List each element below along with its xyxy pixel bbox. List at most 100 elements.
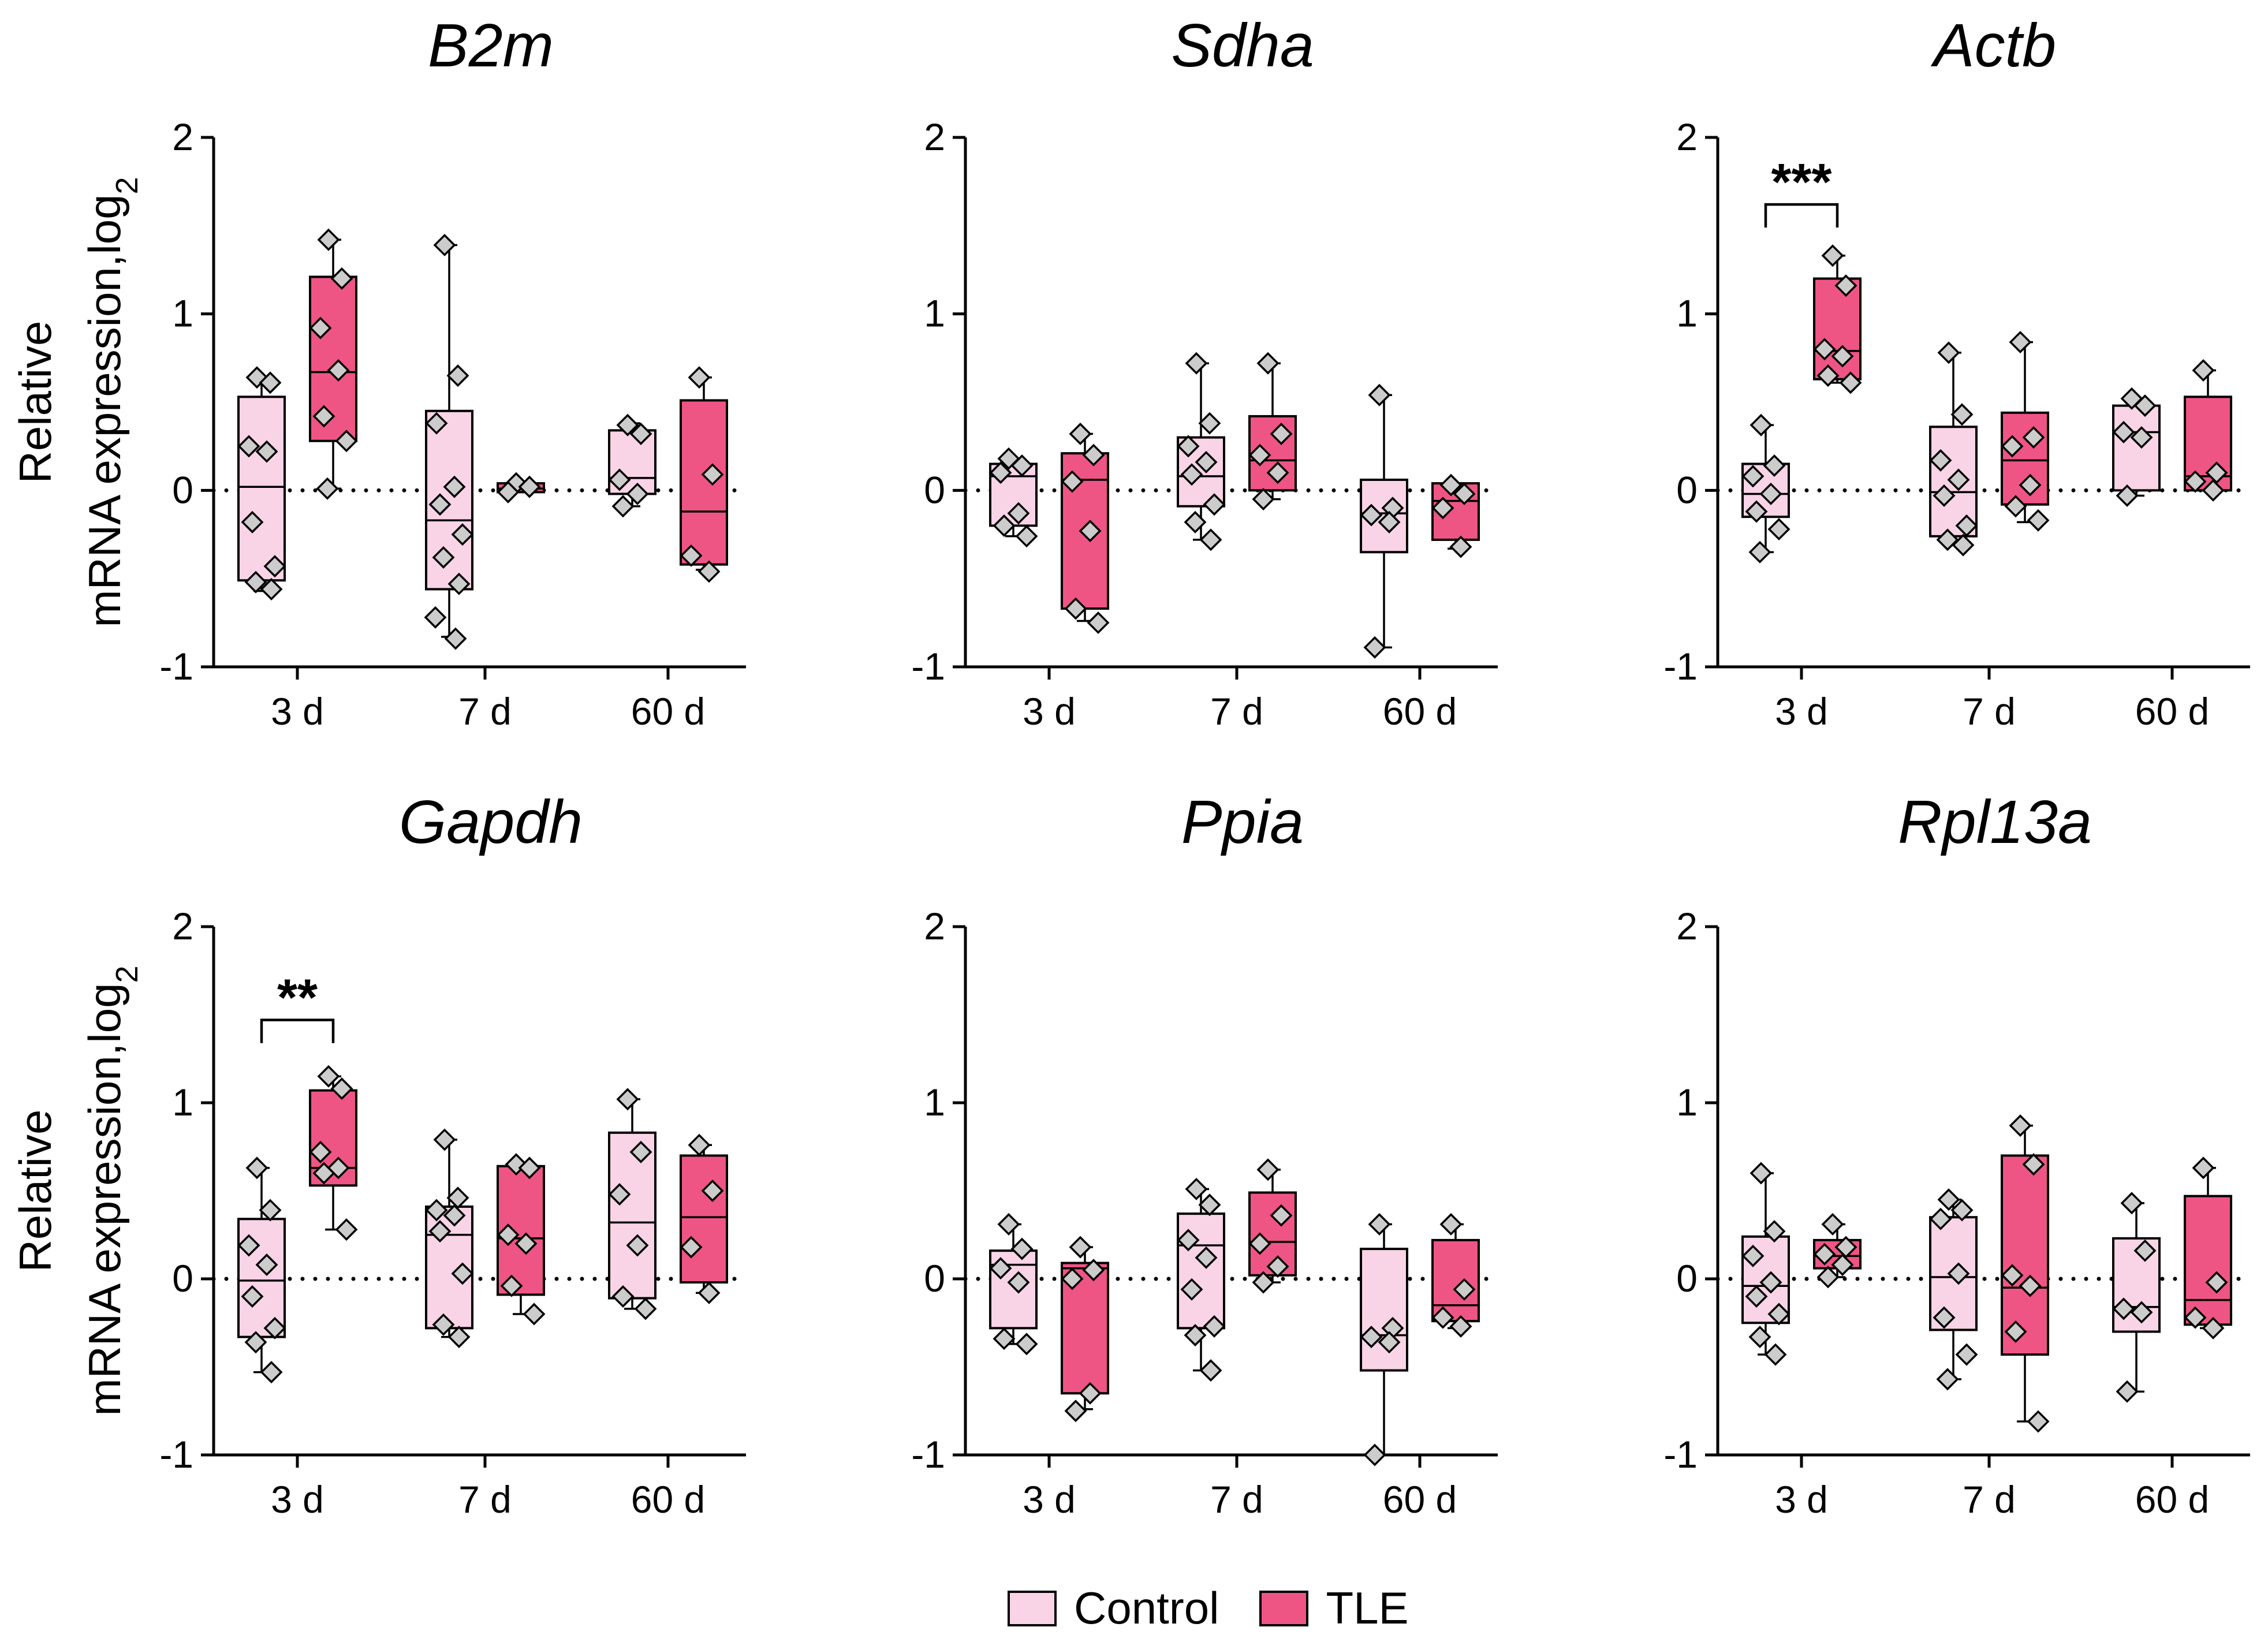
y-tick-label: 2 [1676,115,1698,158]
data-point [1821,1212,1844,1236]
data-point [2004,1320,2027,1343]
data-point [1087,611,1110,635]
data-point [1064,1400,1087,1423]
data-point [1955,1343,1978,1366]
y-tick-label: 0 [172,468,193,511]
data-point [2022,1153,2045,1176]
y-tick-label: -1 [1663,645,1698,688]
box-tle-60d [680,366,728,583]
data-point [309,316,332,339]
x-tick-label: 3 d [271,1478,324,1521]
data-point [335,430,358,453]
data-point [2009,331,2032,354]
data-point [1363,636,1386,659]
y-tick-label: 1 [924,292,945,335]
box-control-7d [425,1128,474,1349]
y-tick-label: 0 [1676,468,1698,511]
box-control-7d [1177,352,1226,551]
y-axis-label-subscript: 2 [110,177,144,194]
data-point [2202,1316,2225,1339]
legend-swatch-tle [1259,1590,1309,1626]
data-point [1266,461,1289,484]
data-point [1079,1382,1102,1405]
data-point [1360,503,1383,527]
box-iqr [1360,1248,1408,1372]
y-axis-label-line2: mRNA expression,log2 [79,177,144,627]
data-point [497,1223,520,1247]
box-tle-7d [497,472,545,503]
data-point [2027,1410,2050,1433]
data-point [1821,244,1844,267]
data-point [1177,1229,1200,1252]
data-point [1064,597,1087,620]
x-tick-label: 7 d [1963,1478,2016,1521]
data-point [312,405,335,428]
data-point [1947,468,1970,491]
box-iqr [237,1218,286,1338]
data-point [2130,1301,2153,1324]
data-point [2027,509,2050,532]
data-point [1185,1177,1208,1200]
data-point [425,412,448,435]
data-point [680,544,703,567]
x-tick-label: 3 d [1023,1478,1076,1521]
data-point [1816,364,1840,387]
data-point [1834,1236,1857,1259]
data-point [518,1156,541,1180]
panel-sdha: Sdha 2 1 0 -1 3 d 7 d 60 d [911,12,1500,733]
data-point [1741,1244,1765,1267]
data-point [634,1297,657,1320]
data-point [1203,1315,1226,1338]
data-point [2022,426,2045,449]
data-point [608,468,631,491]
data-point [1745,1285,1768,1308]
panel-title: Ppia [1181,788,1304,856]
data-point [444,627,467,650]
data-point [1929,1207,1952,1230]
data-point [260,578,283,600]
x-tick-label: 60 d [2135,1478,2209,1521]
y-tick-label: 0 [1676,1257,1698,1300]
data-point [1368,1212,1391,1236]
box-control-3d [989,1212,1038,1356]
box-control-60d [608,1088,657,1320]
data-point [1180,1278,1203,1301]
data-point [1203,493,1226,516]
x-tick-label: 3 d [1775,1478,1828,1521]
data-point [500,1274,523,1297]
data-point [1748,540,1771,563]
data-point [1439,1212,1463,1236]
data-point [2009,1114,2032,1137]
data-point [330,267,353,290]
panel-title: Rpl13a [1898,788,2092,856]
y-tick-label: 0 [172,1257,193,1300]
data-point [1933,484,1956,507]
box-tle-3d [309,1065,358,1241]
data-point [1198,412,1221,435]
data-point [1266,1255,1289,1278]
data-point [263,555,286,578]
data-point [241,1285,264,1308]
data-point [626,1234,649,1257]
box-control-60d [2112,387,2161,507]
data-point [316,477,339,500]
data-point [1453,482,1476,505]
data-point [1007,1271,1030,1294]
legend-item-control: Control [1008,1582,1219,1634]
panel-b2m: B2m 2 1 0 -1 3 d 7 d 60 d Relative mRNA expressio… [10,12,748,733]
data-point [259,1199,282,1222]
data-point [309,1140,332,1163]
data-point [263,1316,286,1339]
data-point [446,364,469,387]
data-point [1431,1306,1454,1329]
x-tick-label: 60 d [2135,690,2209,733]
data-point [1177,435,1200,458]
data-point [433,233,456,256]
box-tle-7d [1248,352,1297,511]
data-point [327,359,350,382]
box-tle-60d [680,1133,728,1304]
data-point [1007,502,1030,525]
significance-label: ** [277,969,318,1027]
data-point [518,475,541,498]
data-point [1439,473,1463,497]
